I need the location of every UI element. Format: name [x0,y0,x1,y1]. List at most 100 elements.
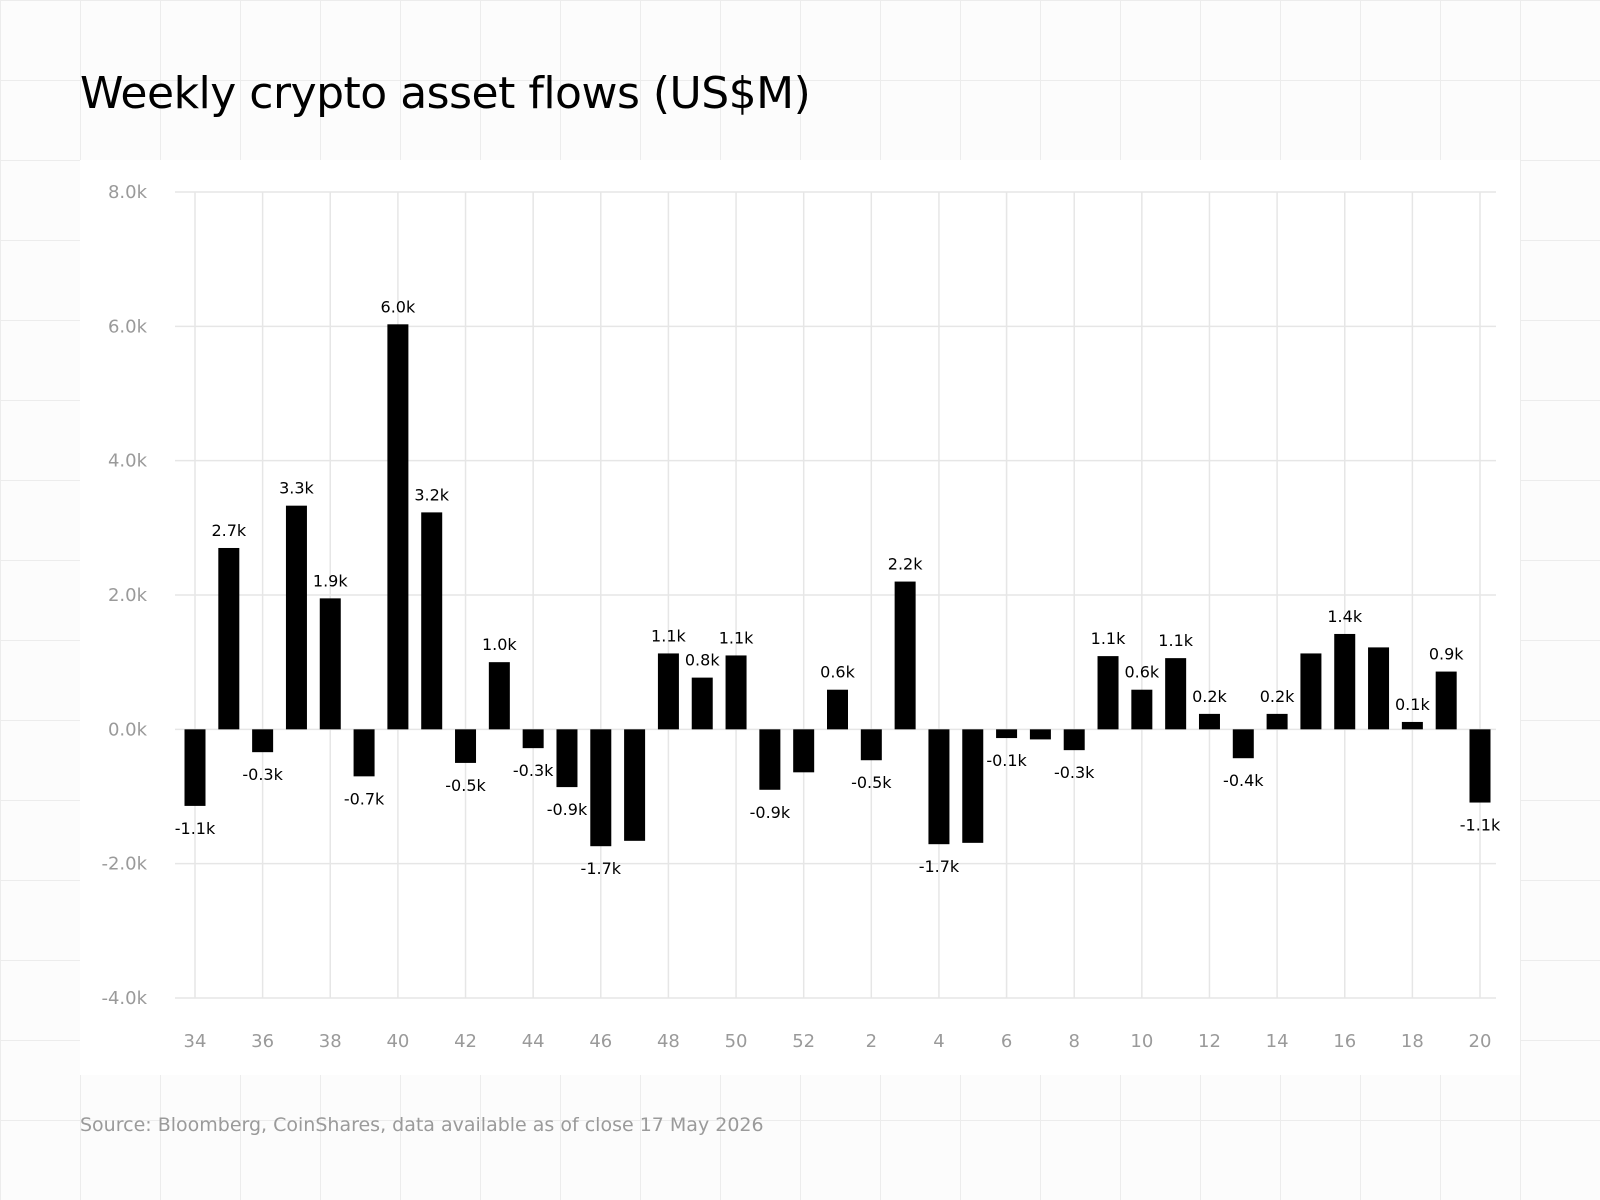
bar-data-label: 1.1k [1158,631,1193,650]
x-tick-label: 18 [1401,1031,1424,1052]
bar-data-label: -0.4k [1223,771,1264,790]
bar-data-label: -0.5k [851,773,892,792]
bar-data-label: 1.9k [313,571,348,590]
data-labels: -1.1k 2.7k -0.3k 3.3k 1.9k -0.7k 6.0k 3.2k -0.5k… [175,297,1501,878]
chart-panel: 8.0k 6.0k 4.0k 2.0k 0.0k -2.0k -4.0k 34 36 38 40 4… [80,160,1520,1075]
bar-data-label: 1.0k [482,635,517,654]
bar [894,581,916,730]
x-tick-label: 50 [725,1031,748,1052]
bar-data-label: 0.6k [1124,663,1159,682]
bar [421,512,443,730]
bar-data-label: -0.9k [750,803,791,822]
bar-data-label: -1.7k [581,859,622,878]
bar-data-label: -0.7k [344,789,385,808]
bar [860,729,882,761]
bar [218,547,240,730]
bar [455,729,477,763]
bar [827,689,848,730]
y-tick-label: -4.0k [101,988,147,1009]
bar [590,729,612,847]
bar [691,677,713,730]
bar-data-label: -1.1k [175,819,216,838]
bar [1368,647,1390,730]
x-tick-label: 20 [1469,1031,1492,1052]
x-tick-label: 42 [454,1031,477,1052]
bar [996,729,1018,739]
x-tick-label: 4 [933,1031,944,1052]
bar [624,729,646,841]
x-tick-label: 6 [1001,1031,1012,1052]
bar [387,324,409,730]
bar [319,598,341,730]
y-tick-label: -2.0k [101,854,147,875]
bar [488,662,510,730]
bar [793,729,815,773]
bar-data-label: 1.1k [719,628,754,647]
bar [1232,729,1254,759]
bar-data-label: 3.3k [279,479,314,498]
bar-data-label: 2.2k [888,555,923,574]
bar [1266,713,1288,730]
x-tick-label: 16 [1333,1031,1356,1052]
x-tick-label: 38 [319,1031,342,1052]
bar-data-label: 0.8k [685,651,720,670]
source-note: Source: Bloomberg, CoinShares, data avai… [80,1114,764,1136]
y-axis: 8.0k 6.0k 4.0k 2.0k 0.0k -2.0k -4.0k [101,182,147,1009]
x-tick-label: 52 [792,1031,815,1052]
x-tick-label: 40 [386,1031,409,1052]
bar [1401,721,1423,730]
x-tick-label: 34 [184,1031,207,1052]
bar [962,729,984,843]
bar-data-label: 0.9k [1429,645,1464,664]
bar [725,655,747,730]
bar [1097,656,1119,730]
x-tick-label: 36 [251,1031,274,1052]
bar-data-label: -0.3k [513,761,554,780]
bar-data-label: -0.3k [1054,763,1095,782]
bar [1198,713,1220,730]
y-tick-label: 0.0k [108,719,148,740]
y-tick-label: 2.0k [108,585,148,606]
bar-data-label: 0.1k [1395,695,1430,714]
bar [1131,689,1153,730]
bar-data-label: -0.9k [547,800,588,819]
bar-data-label: 1.4k [1327,607,1362,626]
bar [285,505,307,730]
bar-data-label: -0.5k [445,776,486,795]
bar-data-label: 6.0k [381,297,416,316]
bar-data-label: 0.2k [1260,687,1295,706]
bar [657,653,679,730]
bar [522,729,544,749]
bar [1165,658,1187,730]
bar [1029,729,1051,740]
bar [1300,653,1322,730]
y-tick-label: 8.0k [108,182,148,203]
x-tick-label: 2 [866,1031,877,1052]
bar [556,729,578,788]
bar [1334,633,1356,730]
bar [1063,729,1085,751]
bar-data-label: 0.6k [820,663,855,682]
bar-data-label: 0.2k [1192,687,1227,706]
bar-data-label: -0.3k [242,765,283,784]
bar-data-label: 3.2k [414,485,449,504]
grid [175,191,1496,999]
bar-data-label: -1.7k [919,857,960,876]
bar [1469,729,1491,803]
bar-data-label: 1.1k [1091,629,1126,648]
x-tick-label: 12 [1198,1031,1221,1052]
bar [184,729,206,806]
bar [1435,671,1457,730]
x-tick-label: 48 [657,1031,680,1052]
x-axis: 34 36 38 40 42 44 46 48 50 52 2 4 6 8 10 12 14 16 18 20 [184,1031,1492,1052]
bar-chart: 8.0k 6.0k 4.0k 2.0k 0.0k -2.0k -4.0k 34 36 38 40 4… [101,182,1501,1052]
y-tick-label: 4.0k [108,451,148,472]
bar [252,729,274,753]
x-tick-label: 14 [1266,1031,1289,1052]
x-tick-label: 8 [1068,1031,1079,1052]
bar [928,729,950,845]
bar [759,729,781,790]
bar [353,729,375,777]
bar-data-label: -0.1k [986,751,1027,770]
y-tick-label: 6.0k [108,316,148,337]
